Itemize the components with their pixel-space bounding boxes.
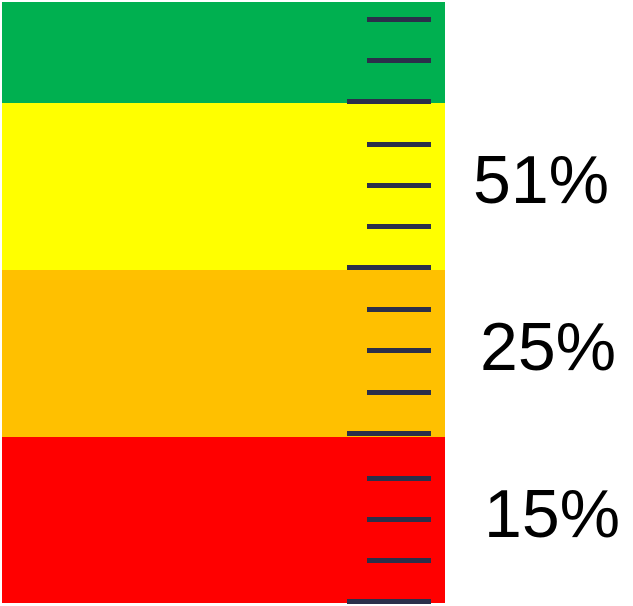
- tick-minor: [367, 558, 431, 563]
- tick-minor: [367, 390, 431, 395]
- red-band-percent: 15%: [484, 476, 621, 552]
- tick-major: [347, 265, 431, 270]
- tick-minor: [367, 517, 431, 522]
- orange-band-percent: 25%: [480, 309, 617, 385]
- tick-major: [347, 599, 431, 604]
- tick-minor: [367, 17, 431, 22]
- thermometer-scale: [2, 2, 445, 604]
- tick-minor: [367, 307, 431, 312]
- tick-major: [347, 99, 431, 104]
- tick-major: [347, 431, 431, 436]
- tick-minor: [367, 224, 431, 229]
- tick-minor: [367, 58, 431, 63]
- tick-minor: [367, 348, 431, 353]
- tick-minor: [367, 476, 431, 481]
- tick-minor: [367, 142, 431, 147]
- band-orange: [2, 270, 445, 437]
- tick-minor: [367, 183, 431, 188]
- yellow-band-percent: 51%: [473, 142, 610, 218]
